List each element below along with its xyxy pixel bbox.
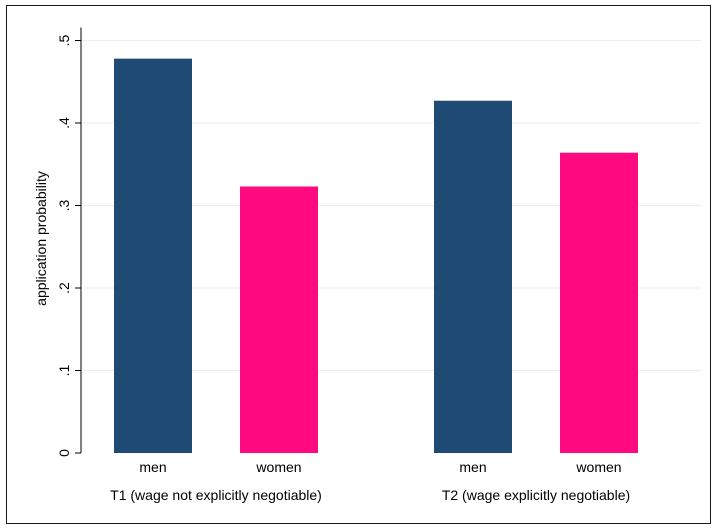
bar-women xyxy=(560,152,638,453)
category-label: women xyxy=(575,459,621,475)
y-axis-title: application probability xyxy=(33,171,49,306)
y-tick-label: .2 xyxy=(56,282,72,294)
group-label: T1 (wage not explicitly negotiable) xyxy=(110,487,322,503)
bar-men xyxy=(434,100,512,453)
y-tick-label: .1 xyxy=(56,364,72,376)
category-label: women xyxy=(255,459,301,475)
category-label: men xyxy=(459,459,486,475)
x-category-labels: men women T1 (wage not explicitly negotiab… xyxy=(110,459,630,503)
y-axis-ticks: 0 .1 .2 .3 .4 .5 xyxy=(56,34,81,457)
y-tick-label: 0 xyxy=(56,449,72,457)
bar-women xyxy=(240,186,318,453)
bar-men xyxy=(114,58,192,454)
category-label: men xyxy=(139,459,166,475)
group-label: T2 (wage explicitly negotiable) xyxy=(442,487,630,503)
y-tick-label: .5 xyxy=(56,34,72,46)
bars xyxy=(114,58,638,454)
y-tick-label: .3 xyxy=(56,199,72,211)
y-tick-label: .4 xyxy=(56,117,72,129)
